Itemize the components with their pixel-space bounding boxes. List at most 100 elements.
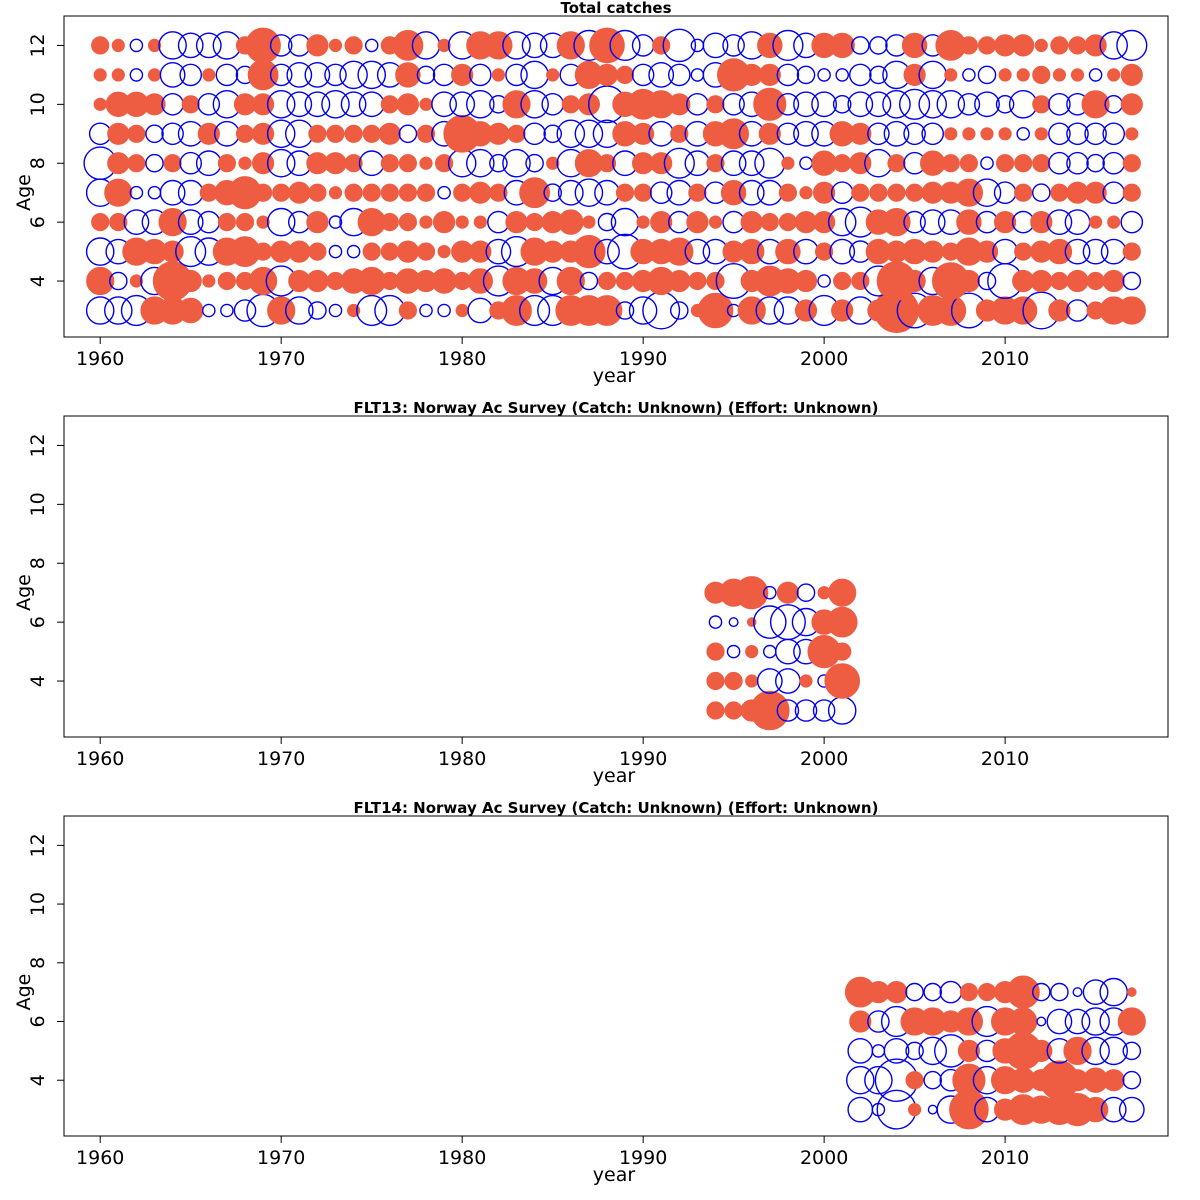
- panel-3: FLT14: Norway Ac Survey (Catch: Unknown)…: [13, 799, 1169, 1186]
- positive-residual-bubble: [469, 181, 492, 204]
- positive-residual-bubble: [238, 156, 252, 170]
- negative-residual-bubble: [286, 62, 313, 88]
- positive-residual-bubble: [718, 118, 749, 150]
- positive-residual-bubble: [1030, 269, 1053, 293]
- negative-residual-bubble: [1102, 122, 1125, 146]
- positive-residual-bubble: [437, 38, 451, 53]
- positive-residual-bubble: [1120, 93, 1143, 116]
- negative-residual-bubble: [796, 583, 816, 603]
- positive-residual-bubble: [778, 183, 798, 202]
- positive-residual-bubble: [1081, 90, 1110, 119]
- y-tick-label: 8: [27, 157, 49, 169]
- chart-title: Total catches: [560, 0, 671, 17]
- negative-residual-bubble: [702, 32, 729, 59]
- negative-residual-bubble: [266, 148, 296, 178]
- positive-residual-bubble: [380, 213, 399, 232]
- positive-residual-bubble: [1107, 215, 1121, 229]
- negative-residual-bubble: [308, 301, 327, 320]
- positive-residual-bubble: [147, 38, 162, 53]
- negative-residual-bubble: [720, 150, 747, 177]
- positive-residual-bubble: [885, 981, 908, 1004]
- negative-residual-bubble: [869, 65, 888, 85]
- x-tick-label: 1980: [438, 1147, 486, 1169]
- positive-residual-bubble: [706, 701, 725, 720]
- negative-residual-bubble: [177, 209, 204, 236]
- positive-residual-bubble: [501, 295, 532, 326]
- negative-residual-bubble: [594, 238, 620, 265]
- positive-residual-bubble: [143, 93, 166, 116]
- panel-2: FLT13: Norway Ac Survey (Catch: Unknown)…: [13, 399, 1169, 787]
- positive-residual-bubble: [757, 32, 783, 59]
- positive-residual-bubble: [954, 1007, 984, 1036]
- positive-residual-bubble: [1012, 34, 1035, 57]
- positive-residual-bubble: [595, 63, 619, 87]
- positive-residual-bubble: [944, 127, 958, 141]
- negative-residual-bubble: [1099, 31, 1128, 60]
- negative-residual-bubble: [339, 60, 368, 90]
- positive-residual-bubble: [1122, 154, 1141, 173]
- positive-residual-bubble: [1050, 183, 1069, 202]
- positive-residual-bubble: [158, 208, 187, 237]
- positive-residual-bubble: [217, 271, 236, 291]
- negative-residual-bubble: [1032, 982, 1051, 1002]
- x-axis-label: year: [593, 765, 636, 787]
- positive-residual-bubble: [556, 31, 585, 60]
- negative-residual-bubble: [609, 29, 641, 62]
- negative-residual-bubble: [177, 32, 204, 59]
- negative-residual-bubble: [129, 68, 144, 82]
- chart-title: FLT14: Norway Ac Survey (Catch: Unknown)…: [354, 799, 879, 817]
- positive-residual-bubble: [1046, 238, 1073, 265]
- plot-frame: [63, 415, 1169, 738]
- positive-residual-bubble: [746, 617, 757, 627]
- positive-residual-bubble: [1107, 68, 1121, 82]
- positive-residual-bubble: [1125, 127, 1139, 141]
- negative-residual-bubble: [923, 982, 943, 1002]
- positive-residual-bubble: [561, 95, 580, 114]
- positive-residual-bubble: [706, 154, 725, 173]
- x-tick-label: 2000: [800, 348, 848, 370]
- negative-residual-bubble: [738, 150, 765, 177]
- positive-residual-bubble: [615, 65, 635, 85]
- negative-residual-bubble: [266, 90, 296, 119]
- negative-residual-bubble: [662, 28, 697, 63]
- bubble-layer: [844, 975, 1146, 1130]
- positive-residual-bubble: [706, 95, 725, 114]
- positive-residual-bubble: [735, 576, 769, 610]
- positive-residual-bubble: [437, 245, 451, 259]
- negative-residual-bubble: [817, 68, 831, 82]
- negative-residual-bubble: [543, 183, 563, 202]
- positive-residual-bubble: [724, 671, 743, 691]
- positive-residual-bubble: [589, 27, 625, 64]
- negative-residual-bubble: [763, 585, 777, 600]
- negative-residual-bubble: [109, 271, 128, 291]
- positive-residual-bubble: [546, 68, 560, 82]
- negative-residual-bubble: [1048, 151, 1071, 175]
- positive-residual-bubble: [826, 606, 858, 638]
- negative-residual-bubble: [972, 178, 1002, 207]
- y-tick-label: 12: [27, 33, 49, 57]
- positive-residual-bubble: [344, 183, 363, 202]
- positive-residual-bubble: [887, 183, 906, 202]
- y-tick-label: 6: [27, 616, 49, 628]
- negative-residual-bubble: [1048, 122, 1071, 146]
- negative-residual-bubble: [772, 29, 804, 62]
- positive-residual-bubble: [197, 122, 220, 145]
- positive-residual-bubble: [959, 983, 979, 1002]
- y-axis-label: Age: [13, 974, 35, 1011]
- positive-residual-bubble: [597, 271, 617, 291]
- negative-residual-bubble: [974, 91, 1000, 118]
- positive-residual-bubble: [1084, 181, 1107, 204]
- negative-residual-bubble: [85, 296, 115, 325]
- negative-residual-bubble: [977, 65, 997, 85]
- positive-residual-bubble: [344, 154, 363, 173]
- positive-residual-bubble: [935, 295, 967, 326]
- positive-residual-bubble: [1034, 127, 1048, 141]
- positive-residual-bubble: [419, 215, 433, 229]
- positive-residual-bubble: [636, 215, 650, 229]
- positive-residual-bubble: [451, 63, 474, 87]
- positive-residual-bubble: [507, 124, 526, 143]
- negative-residual-bubble: [668, 63, 691, 87]
- positive-residual-bubble: [147, 68, 162, 82]
- negative-residual-bubble: [266, 119, 296, 149]
- negative-residual-bubble: [502, 148, 531, 178]
